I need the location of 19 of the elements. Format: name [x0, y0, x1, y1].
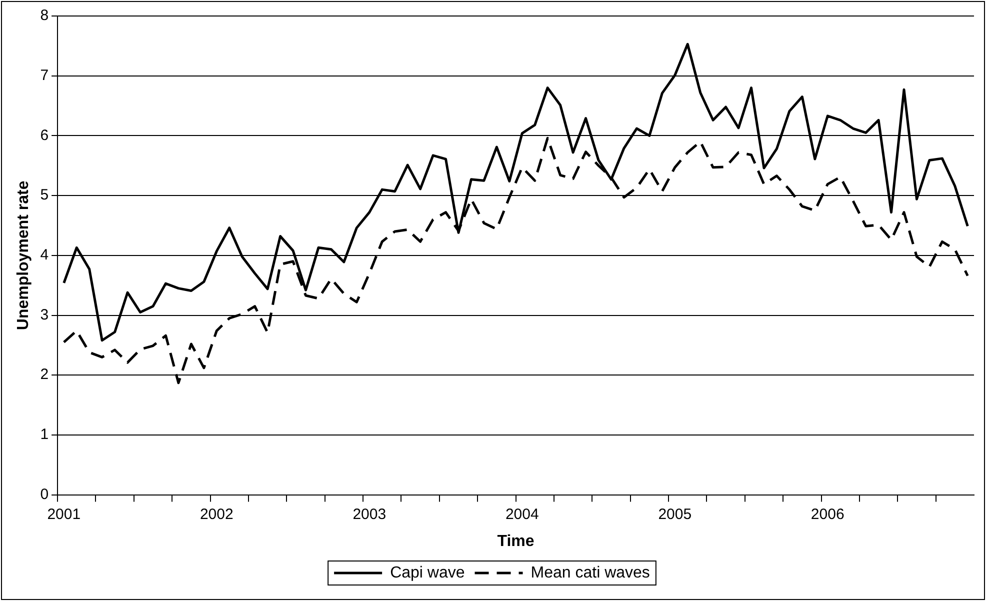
x-tick-label: 2004: [505, 506, 539, 523]
y-tick-label: 7: [40, 66, 49, 84]
x-tick-label: 2001: [47, 506, 81, 523]
x-tick-label: 2003: [352, 506, 386, 523]
y-tick-label: 3: [40, 306, 49, 324]
legend-label: Mean cati waves: [530, 564, 650, 582]
y-tick-label: 2: [40, 366, 49, 384]
x-tick-label: 2006: [810, 506, 844, 523]
x-axis-title: Time: [497, 532, 534, 550]
y-tick-label: 5: [40, 186, 49, 204]
y-tick-label: 6: [40, 126, 49, 144]
x-tick-label: 2002: [200, 506, 234, 523]
y-tick-label: 1: [40, 426, 49, 444]
y-axis-title: Unemployment rate: [15, 180, 32, 330]
y-tick-label: 8: [40, 7, 49, 24]
y-tick-label: 4: [40, 246, 49, 264]
y-tick-label: 0: [40, 486, 49, 503]
legend-label: Capi wave: [390, 564, 465, 582]
x-tick-label: 2005: [658, 506, 692, 523]
